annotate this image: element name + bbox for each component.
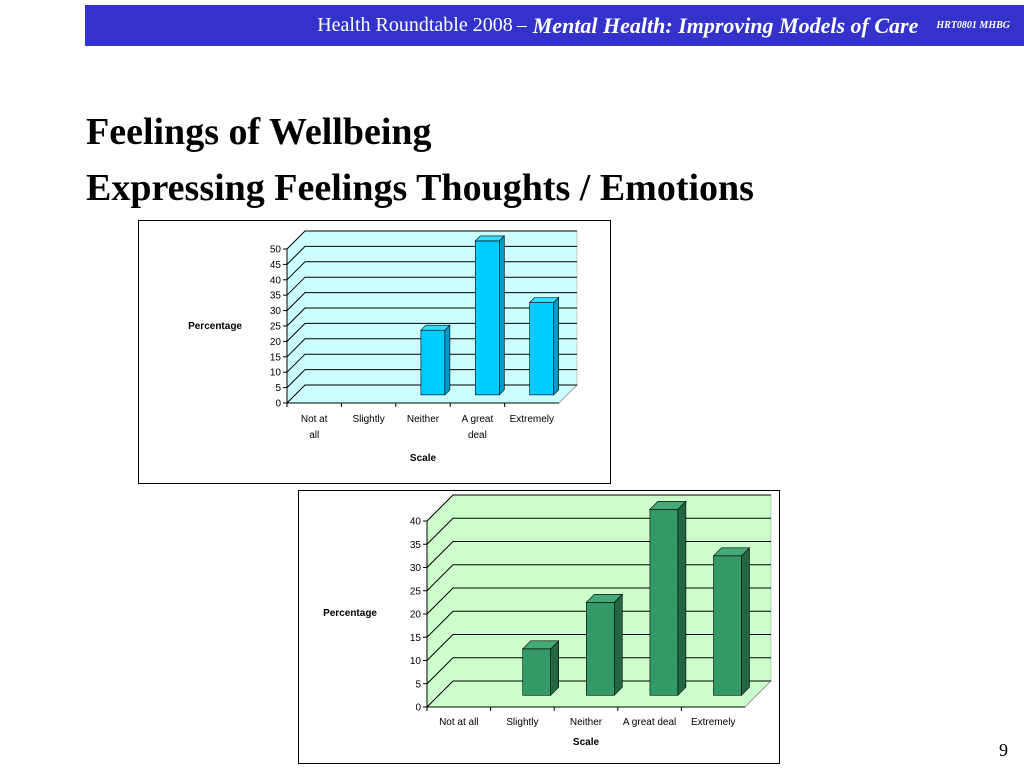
y-tick-label: 25 [270,322,282,333]
x-axis-title: Scale [573,737,600,748]
header-subject: Mental Health: Improving Models of Care [532,12,919,38]
x-tick-label: Neither [407,414,440,425]
bar [420,324,451,396]
bar-top [420,324,451,331]
y-tick-label: 20 [410,610,422,621]
bar-front [529,302,555,396]
x-tick-label: Extremely [510,414,554,425]
bar [712,547,751,697]
bar-top [712,547,751,557]
y-tick-label: 35 [410,540,422,551]
header-lead: Health Roundtable 2008 [317,14,513,36]
x-tick-label: Not at all [301,414,328,441]
bar-front [585,602,615,696]
bar-front [522,648,551,696]
y-tick-label: 15 [270,352,282,363]
bar-front [713,555,742,696]
bar-front [474,240,500,396]
y-tick-label: 10 [270,368,282,379]
y-tick-label: 20 [270,337,282,348]
x-tick-label: Neither [570,717,603,728]
x-tick-label: A great deal [462,414,494,441]
y-axis-title: Percentage [323,608,377,619]
y-axis-title: Percentage [188,321,242,332]
x-tick-label-line: Not at [301,414,328,425]
bar-front [420,329,446,396]
bar-side [677,500,687,697]
bar-front [649,508,679,696]
y-tick-label: 30 [270,306,282,317]
y-tick-label: 5 [415,679,421,690]
chart-2-svg: 0 5 10 15 20 25 30 35 40 Not at all Slightly Neithe… [323,494,772,748]
bar [585,593,624,697]
bar-side [444,324,451,396]
bar-side [613,593,623,697]
slide-title: Feelings of Wellbeing Expressing Feeling… [86,104,754,216]
y-tick-label: 40 [410,517,422,528]
x-axis-title: Scale [410,453,437,464]
bar-top [528,297,560,303]
x-tick-label: A great deal [623,717,676,728]
bar [474,235,506,396]
chart-wellbeing-2: 0 5 10 15 20 25 30 35 40 Not at all Slightly Neithe… [298,490,780,764]
x-tick-label: Extremely [691,717,735,728]
y-tick-label: 0 [275,399,281,410]
chart-1-svg: 0 5 10 15 20 25 30 35 40 45 50 Not at all Slightly Nei… [188,230,578,464]
y-tick-label: 10 [410,656,422,667]
x-tick-label: Slightly [506,717,538,728]
slide-title-line1: Feelings of Wellbeing [86,111,432,153]
bar-side [550,640,560,697]
x-tick-label-line: A great [462,414,494,425]
bar-top [521,640,560,650]
x-tick-label: Slightly [352,414,384,425]
y-tick-label: 40 [270,275,282,286]
header-code: HRT0801 MHBG [936,20,1010,31]
y-tick-label: 30 [410,563,422,574]
y-tick-label: 5 [275,383,281,394]
chart-wellbeing-1: 0 5 10 15 20 25 30 35 40 45 50 Not at all Slightly Nei… [138,220,611,484]
gridline [426,494,771,522]
bar-side [498,235,505,396]
bar-top [649,501,687,510]
bar [528,296,560,396]
bar-top [474,235,506,242]
y-tick-label: 45 [270,260,282,271]
y-tick-label: 50 [270,245,282,256]
y-tick-label: 0 [415,703,421,714]
y-tick-label: 25 [410,586,422,597]
bar [521,640,560,697]
x-tick-label-line: deal [468,430,487,441]
y-tick-label: 15 [410,633,422,644]
slide-title-line2: Expressing Feelings Thoughts / Emotions [86,167,754,209]
x-tick-label-line: all [309,430,319,441]
y-tick-label: 35 [270,291,282,302]
bar-side [553,296,560,396]
header-banner: Health Roundtable 2008 – Mental Health: … [85,5,1024,46]
bar-side [741,547,750,697]
page-number: 9 [999,740,1008,760]
x-tick-label: Not at all [439,717,478,728]
gridline [286,230,577,250]
bar-top [585,594,624,603]
bar [649,500,687,697]
header-dash: – [516,14,527,36]
